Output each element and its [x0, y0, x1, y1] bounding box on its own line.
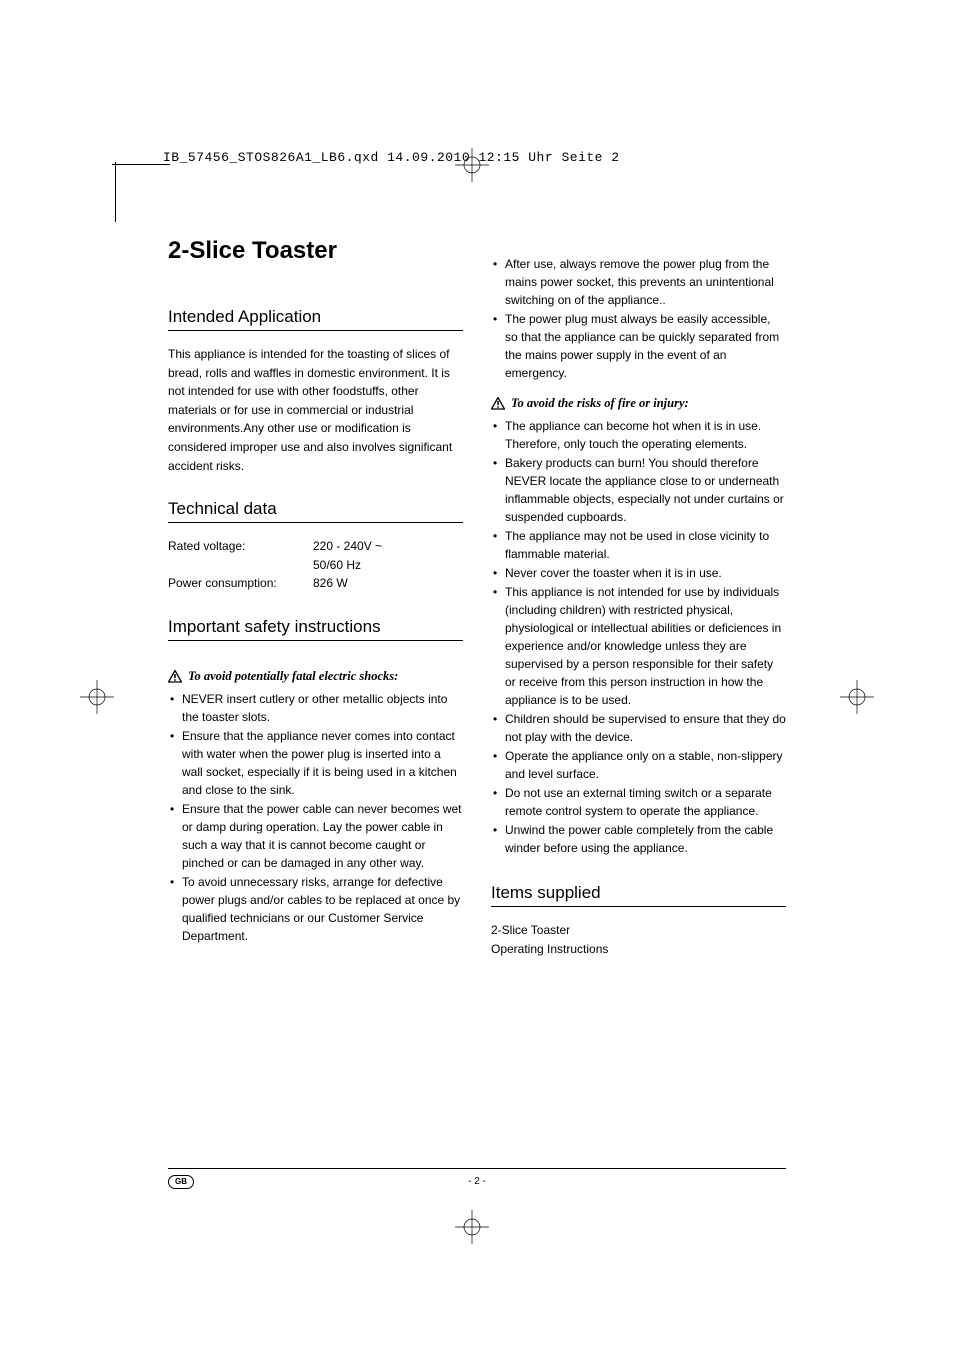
list-item: The appliance may not be used in close v… [491, 527, 786, 563]
spec-value: 220 - 240V ~ 50/60 Hz [313, 537, 382, 574]
spec-value: 826 W [313, 574, 348, 593]
electric-shock-list: NEVER insert cutlery or other metallic o… [168, 690, 463, 945]
heading-intended-application: Intended Application [168, 307, 463, 331]
list-item: This appliance is not intended for use b… [491, 583, 786, 709]
crop-mark-vertical [112, 162, 116, 222]
list-item: Children should be supervised to ensure … [491, 710, 786, 746]
list-item: The appliance can become hot when it is … [491, 417, 786, 453]
registration-mark-icon [455, 148, 489, 182]
registration-mark-icon [80, 680, 114, 714]
language-badge: GB [168, 1175, 194, 1189]
list-item: Ensure that the power cable can never be… [168, 800, 463, 872]
intended-application-body: This appliance is intended for the toast… [168, 345, 463, 475]
spec-label: Rated voltage: [168, 537, 313, 574]
heading-items-supplied: Items supplied [491, 883, 786, 907]
warning-electric-shock-title: To avoid potentially fatal electric shoc… [188, 669, 398, 683]
list-item: NEVER insert cutlery or other metallic o… [168, 690, 463, 726]
column-right: After use, always remove the power plug … [491, 237, 786, 1167]
warning-triangle-icon [491, 397, 505, 414]
list-item: Bakery products can burn! You should the… [491, 454, 786, 526]
list-item: After use, always remove the power plug … [491, 255, 786, 309]
items-supplied-list: 2-Slice Toaster Operating Instructions [491, 921, 786, 959]
spec-label: Power consumption: [168, 574, 313, 593]
crop-mark-horizontal [112, 161, 170, 165]
list-item: Never cover the toaster when it is in us… [491, 564, 786, 582]
heading-safety-instructions: Important safety instructions [168, 617, 463, 641]
document-title: 2-Slice Toaster [168, 237, 463, 265]
column-left: 2-Slice Toaster Intended Application Thi… [168, 237, 463, 1167]
content-area: 2-Slice Toaster Intended Application Thi… [168, 237, 786, 1167]
warning-triangle-icon [168, 670, 182, 687]
list-item: Operate the appliance only on a stable, … [491, 747, 786, 783]
page: IB_57456_STOS826A1_LB6.qxd 14.09.2010 12… [0, 0, 954, 1350]
spec-row: Rated voltage: 220 - 240V ~ 50/60 Hz [168, 537, 463, 574]
list-item: To avoid unnecessary risks, arrange for … [168, 873, 463, 945]
warning-fire-injury-heading: To avoid the risks of fire or injury: [491, 396, 786, 411]
spec-row: Power consumption: 826 W [168, 574, 463, 593]
items-supplied-entry: 2-Slice Toaster [491, 921, 786, 940]
list-item: Do not use an external timing switch or … [491, 784, 786, 820]
registration-mark-icon [455, 1210, 489, 1244]
file-header-line: IB_57456_STOS826A1_LB6.qxd 14.09.2010 12… [163, 150, 620, 165]
list-item: Unwind the power cable completely from t… [491, 821, 786, 857]
fire-injury-list: The appliance can become hot when it is … [491, 417, 786, 857]
page-number: - 2 - [468, 1176, 486, 1187]
items-supplied-entry: Operating Instructions [491, 940, 786, 959]
warning-fire-injury-title: To avoid the risks of fire or injury: [511, 396, 689, 410]
heading-technical-data: Technical data [168, 499, 463, 523]
technical-data-table: Rated voltage: 220 - 240V ~ 50/60 Hz Pow… [168, 537, 463, 593]
list-item: The power plug must always be easily acc… [491, 310, 786, 382]
list-item: Ensure that the appliance never comes in… [168, 727, 463, 799]
page-footer: GB - 2 - [168, 1168, 786, 1187]
warning-electric-shock-heading: To avoid potentially fatal electric shoc… [168, 669, 463, 684]
registration-mark-icon [840, 680, 874, 714]
electric-shock-list-continued: After use, always remove the power plug … [491, 255, 786, 382]
